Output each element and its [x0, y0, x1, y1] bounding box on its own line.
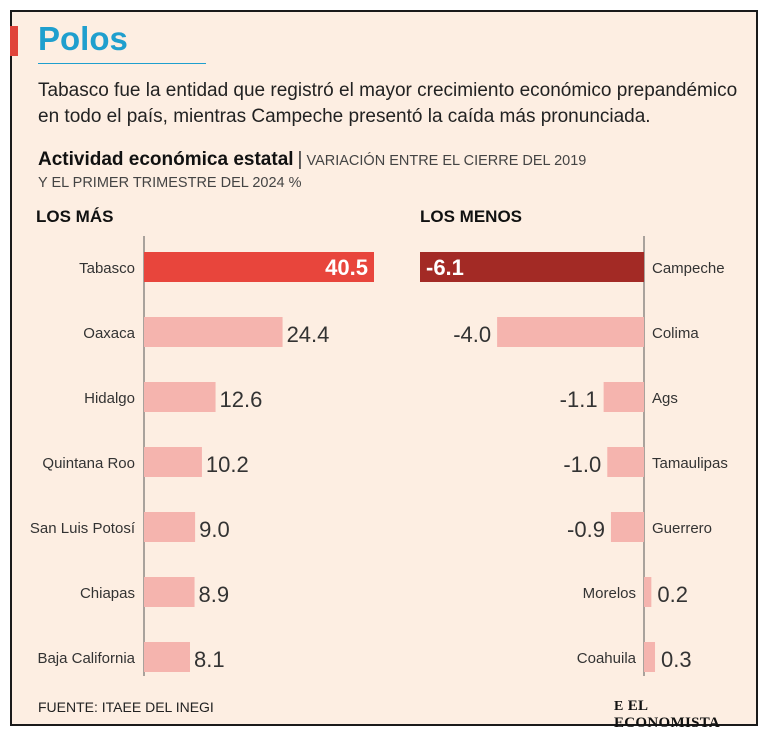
bar-hidalgo	[144, 382, 216, 412]
bar-charts: Tabasco 40.5 Oaxaca 24.4 Hidalgo 12.6 Quintana…	[30, 236, 728, 676]
brand-logo: E EL ECONOMISTA	[614, 698, 756, 732]
bar-san-luis-potos-	[144, 512, 196, 542]
category-label: Coahuila	[577, 650, 637, 667]
subtitle-detail-line1: VARIACIÓN ENTRE EL CIERRE DEL 2019	[306, 153, 587, 169]
chart-title: Actividad económica estatal	[38, 149, 294, 170]
chart-subtitle: Actividad económica estatal | VARIACIÓN EN…	[38, 145, 738, 176]
infographic-card: Polos Tabasco fue la entidad que registr…	[10, 10, 758, 731]
source-note: FUENTE: ITAEE DEL INEGI	[38, 699, 214, 715]
data-label: 40.5	[325, 255, 368, 280]
brand-name: EL ECONOMISTA	[614, 698, 721, 731]
category-label: Baja California	[37, 650, 135, 667]
category-label: Colima	[652, 325, 699, 342]
bar-chiapas	[144, 577, 195, 607]
data-label: 12.6	[220, 387, 263, 412]
data-label: -4.0	[453, 322, 491, 347]
bar-coahuila	[644, 642, 656, 672]
bar-morelos	[644, 577, 652, 607]
category-label: San Luis Potosí	[30, 520, 136, 537]
category-label: Guerrero	[652, 520, 712, 537]
category-label: Ags	[652, 390, 678, 407]
lede-paragraph: Tabasco fue la entidad que registró el m…	[38, 80, 738, 127]
column-heading-top: LOS MÁS	[36, 207, 114, 226]
column-heading-bottom: LOS MENOS	[420, 207, 523, 226]
category-label: Quintana Roo	[42, 455, 135, 472]
data-label: 10.2	[206, 452, 249, 477]
data-label: 9.0	[199, 517, 230, 542]
category-label: Chiapas	[80, 585, 135, 602]
bar-tamaulipas	[607, 447, 644, 477]
title-accent-bar	[10, 26, 18, 56]
category-label: Tamaulipas	[652, 455, 728, 472]
data-label: -6.1	[426, 255, 464, 280]
bar-baja-california	[144, 642, 190, 672]
category-label: Tabasco	[79, 260, 135, 277]
subtitle-separator: |	[297, 149, 303, 170]
bar-ags	[603, 382, 644, 412]
data-label: -1.1	[560, 387, 598, 412]
data-label: 8.9	[199, 582, 230, 607]
title-underline	[38, 63, 206, 64]
bar-oaxaca	[144, 317, 283, 347]
category-label: Morelos	[583, 585, 636, 602]
page-title: Polos	[38, 20, 128, 57]
data-label: 24.4	[287, 322, 330, 347]
bar-guerrero	[610, 512, 644, 542]
category-label: Campeche	[652, 260, 725, 277]
data-label: 0.3	[661, 647, 692, 672]
data-label: -0.9	[567, 517, 605, 542]
brand-mark-icon: E	[614, 699, 624, 714]
bar-tabasco	[144, 252, 374, 282]
category-label: Oaxaca	[83, 325, 135, 342]
bar-colima	[497, 317, 644, 347]
data-label: -1.0	[563, 452, 601, 477]
subtitle-detail-line2: Y EL PRIMER TRIMESTRE DEL 2024 %	[38, 175, 302, 191]
data-label: 8.1	[194, 647, 225, 672]
bar-campeche	[420, 252, 644, 282]
data-label: 0.2	[657, 582, 688, 607]
category-label: Hidalgo	[84, 390, 135, 407]
bar-quintana-roo	[144, 447, 202, 477]
